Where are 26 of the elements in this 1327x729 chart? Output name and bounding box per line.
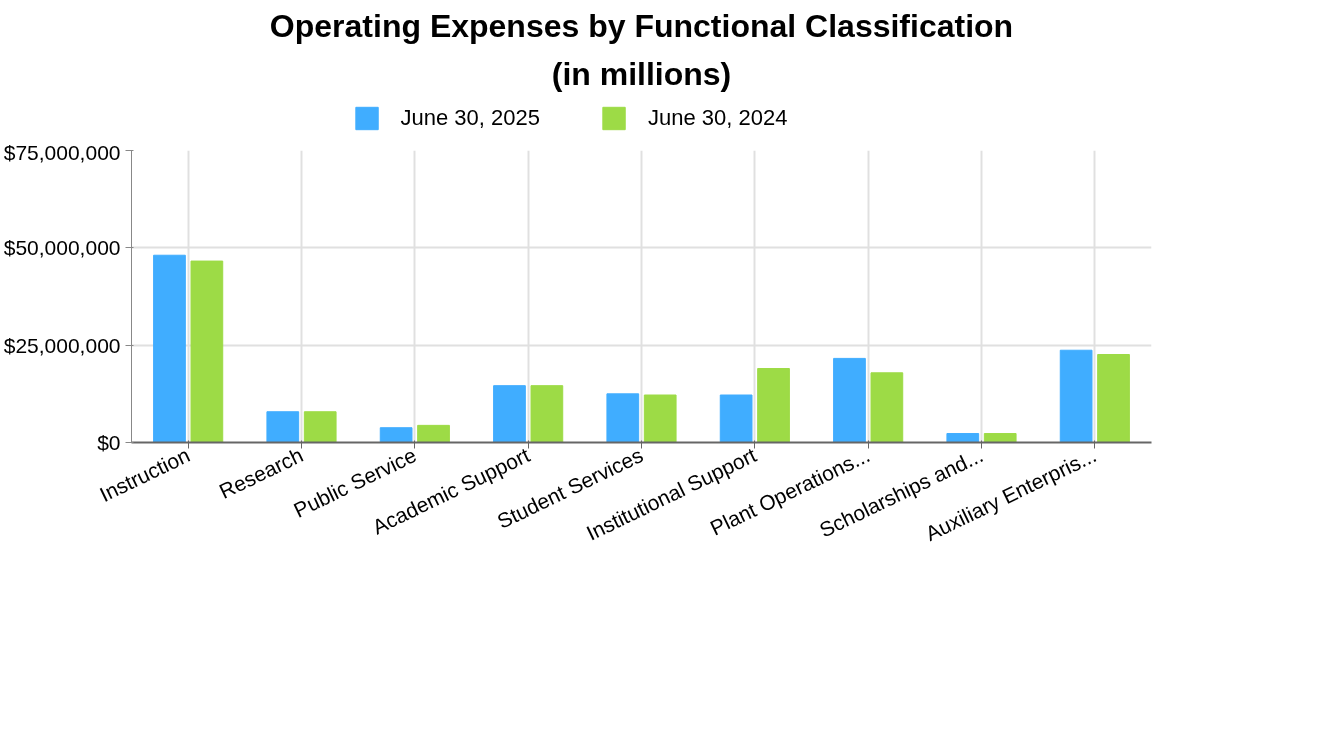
bar [303, 411, 337, 443]
y-tick-label: $75,000,000 [3, 140, 121, 164]
y-tick-label: $25,000,000 [3, 333, 121, 357]
bar [1097, 354, 1130, 443]
bar [379, 427, 413, 443]
y-tick-label: $0 [97, 431, 121, 454]
bar [493, 385, 526, 443]
legend-label: June 30, 2024 [648, 105, 788, 131]
bar [870, 372, 904, 443]
bar [417, 424, 450, 443]
bar [719, 394, 753, 443]
legend-label: June 30, 2025 [400, 105, 540, 131]
bar [757, 368, 790, 443]
bar [983, 433, 1017, 443]
bar [530, 385, 564, 443]
chart-title: Operating Expenses by Functional Classification [269, 7, 1014, 44]
bar [833, 357, 866, 443]
bar [190, 260, 224, 443]
bar [946, 433, 980, 443]
bar [606, 393, 640, 443]
y-tick-label: $50,000,000 [3, 236, 121, 260]
chart-subtitle: (in millions) [551, 55, 732, 92]
bar [266, 411, 300, 443]
bar [643, 394, 677, 443]
bar [153, 254, 186, 443]
bar [1059, 349, 1093, 443]
